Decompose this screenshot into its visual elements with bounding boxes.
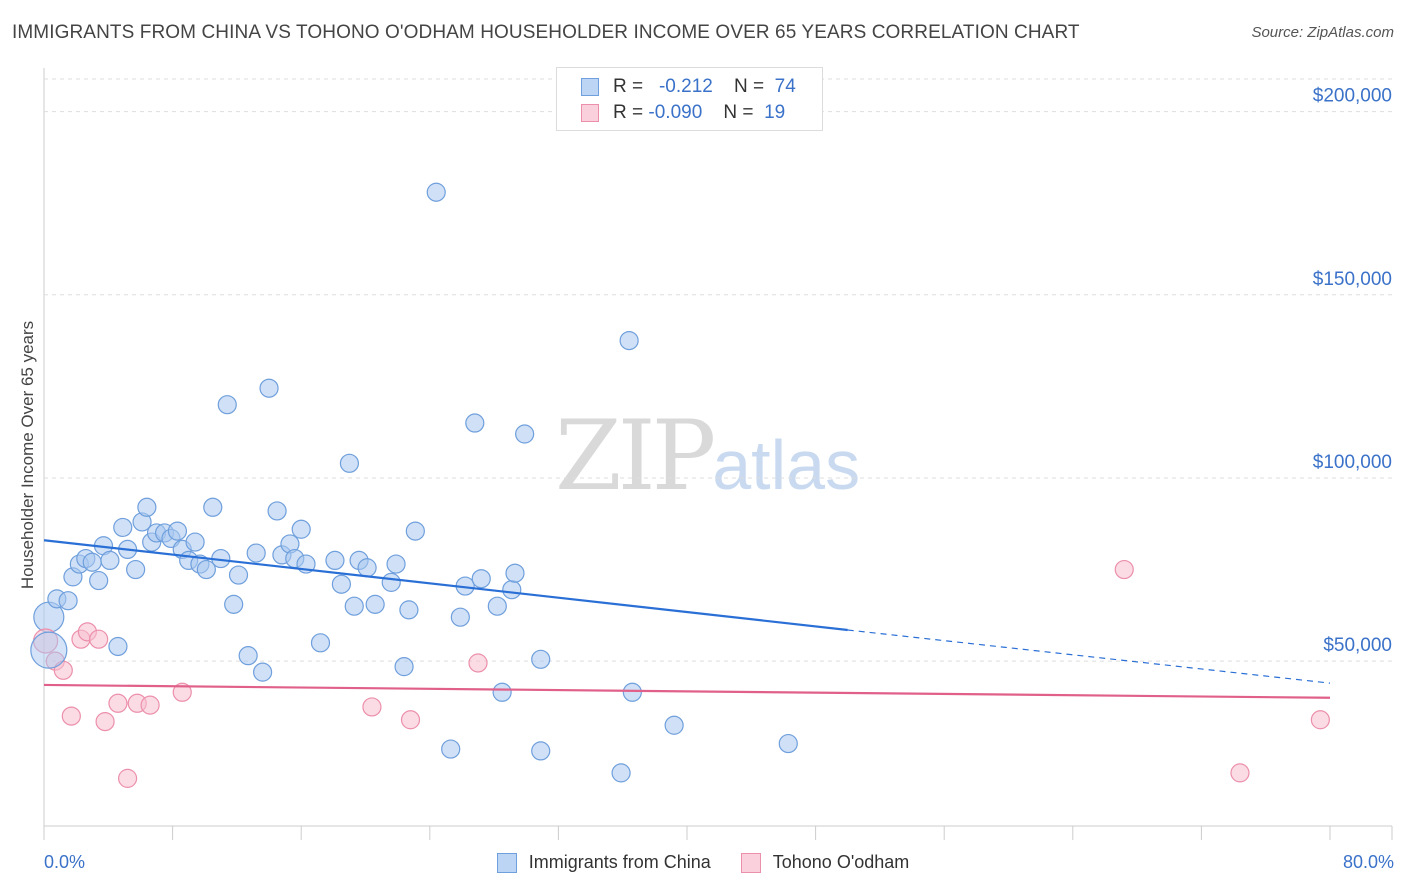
series-legend: Immigrants from China Tohono O'odham (0, 852, 1406, 873)
tohono-point (1114, 559, 1134, 580)
china-n-value: 74 (774, 76, 796, 97)
tohono-point (172, 682, 192, 702)
china-point (505, 563, 525, 583)
tohono-n-label: N = (723, 102, 754, 123)
legend-item-china[interactable]: Immigrants from China (496, 852, 711, 873)
legend-tohono-label: Tohono O'odham (772, 852, 910, 872)
china-point (253, 662, 273, 682)
china-trend-extension (847, 629, 1331, 684)
china-point (339, 453, 360, 473)
x-tick-min: 0.0% (44, 852, 86, 872)
tohono-point (140, 695, 160, 715)
tohono-point (117, 768, 138, 788)
china-point (778, 733, 798, 754)
china-point (291, 519, 311, 539)
legend-china-label: Immigrants from China (528, 852, 711, 872)
china-point (611, 763, 631, 783)
china-point (502, 580, 522, 600)
china-point (344, 596, 364, 616)
china-point (365, 594, 385, 614)
tohono-point (89, 629, 109, 649)
tohono-swatch (581, 104, 599, 122)
legend-tohono-swatch (740, 852, 761, 873)
tohono-point (1230, 763, 1250, 783)
tohono-r-value: -0.090 (648, 102, 703, 123)
china-point (426, 182, 446, 202)
china-point (394, 657, 414, 677)
china-point (246, 543, 266, 563)
china-point (492, 682, 512, 702)
china-r-label: R = (613, 76, 644, 97)
china-point (267, 501, 287, 521)
tohono-point (468, 653, 488, 673)
china-point (399, 600, 419, 620)
china-point (100, 550, 120, 571)
y-tick-label: $50,000 (1323, 635, 1392, 656)
china-point (58, 591, 78, 611)
correlation-legend: R = -0.212 N = 74 R = -0.090 N = 19 (556, 67, 823, 131)
china-point (664, 715, 684, 735)
legend-row-tohono: R = -0.090 N = 19 (581, 101, 785, 125)
china-point (405, 521, 425, 541)
china-point (196, 559, 216, 580)
china-point (113, 517, 133, 538)
chart-title: IMMIGRANTS FROM CHINA VS TOHONO O'ODHAM … (12, 22, 1080, 43)
china-r-value: -0.212 (658, 76, 713, 97)
watermark-atlas: atlas (712, 426, 861, 504)
china-point (487, 596, 507, 616)
china-point (622, 682, 642, 702)
china-point (203, 497, 223, 517)
tohono-n-value: 19 (764, 102, 786, 123)
china-point (331, 574, 351, 594)
china-n-label: N = (733, 76, 765, 97)
china-point (465, 413, 485, 433)
china-point (325, 550, 345, 571)
y-tick-label: $200,000 (1313, 86, 1392, 107)
china-swatch (581, 78, 599, 96)
china-point (82, 552, 102, 572)
tohono-point (108, 693, 128, 713)
source-label: Source: ZipAtlas.com (1251, 24, 1394, 41)
china-point (126, 559, 146, 580)
china-point (471, 569, 491, 589)
legend-china-swatch (496, 852, 517, 873)
china-point (185, 532, 205, 552)
y-tick-label: $100,000 (1313, 452, 1392, 473)
tohono-trend-line (43, 683, 1331, 699)
tohono-point (362, 697, 382, 717)
china-point (531, 741, 551, 761)
legend-row-china: R = -0.212 N = 74 (581, 75, 796, 99)
china-point (515, 424, 535, 444)
tohono-point (95, 711, 115, 732)
china-point (167, 521, 188, 541)
tohono-r-label: R = (613, 102, 644, 123)
china-point (217, 395, 237, 415)
china-point (238, 646, 258, 666)
tohono-point (1310, 710, 1330, 730)
china-point (441, 739, 461, 759)
china-point (357, 558, 377, 578)
tohono-point (61, 706, 81, 726)
y-tick-label: $150,000 (1313, 269, 1392, 290)
legend-item-tohono[interactable]: Tohono O'odham (740, 852, 910, 873)
china-point (259, 378, 279, 398)
china-trend-line (43, 539, 848, 632)
x-tick-max: 80.0% (1342, 852, 1394, 872)
zipatlas-watermark: ZIPatlas (555, 400, 860, 512)
china-point (619, 330, 639, 351)
china-point (386, 554, 406, 574)
china-point (228, 565, 249, 585)
china-point (310, 633, 331, 653)
china-point (381, 572, 401, 592)
china-point (137, 497, 157, 517)
china-point (224, 594, 244, 614)
china-point (108, 636, 128, 657)
tohono-point (400, 710, 421, 730)
china-point (450, 607, 470, 627)
watermark-zip: ZIP (555, 400, 716, 512)
china-point (30, 631, 68, 669)
china-point (531, 649, 551, 669)
china-point (89, 570, 109, 591)
